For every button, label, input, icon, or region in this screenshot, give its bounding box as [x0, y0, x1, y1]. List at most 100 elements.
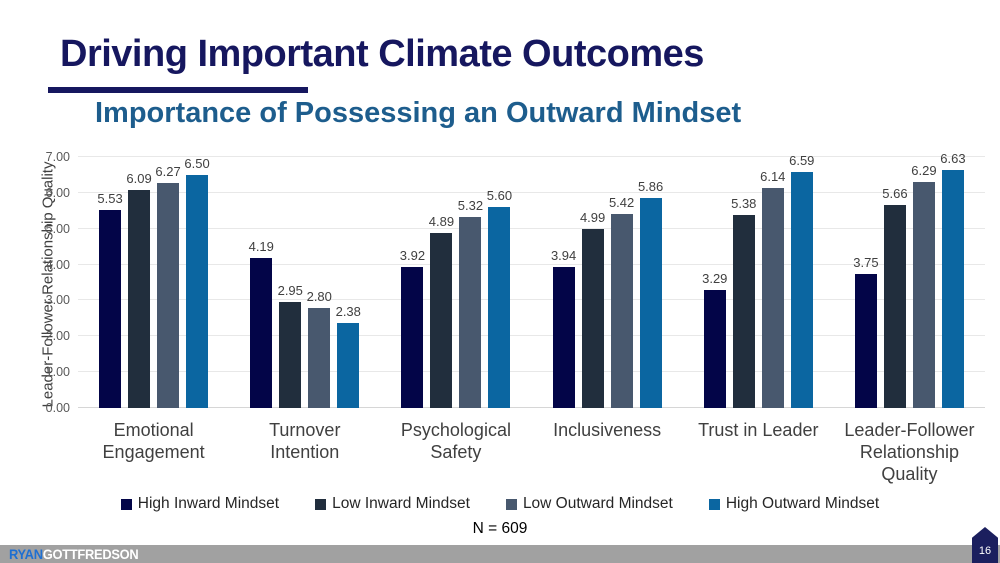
y-tick-label: 1.00	[45, 365, 70, 380]
bar-value-label: 3.29	[702, 271, 728, 287]
bar: 2.80	[307, 289, 332, 408]
legend-item: High Inward Mindset	[120, 495, 280, 513]
sample-size-note: N = 609	[472, 520, 528, 537]
bar-value-label: 2.95	[277, 283, 303, 299]
y-tick-label: 6.00	[45, 185, 70, 200]
gridline	[78, 191, 985, 193]
bar: 4.19	[249, 239, 274, 408]
page-number: 16	[978, 545, 992, 557]
bar-value-label: 6.50	[184, 155, 210, 171]
bar: 5.42	[609, 195, 634, 408]
bar-value-label: 6.29	[911, 163, 937, 179]
bar: 6.59	[789, 153, 814, 408]
slide-subtitle: Importance of Possessing an Outward Mind…	[95, 97, 742, 129]
y-tick-label: 4.00	[45, 257, 70, 272]
legend-label: High Inward Mindset	[137, 495, 280, 512]
bar-group: 3.92 4.89 5.32 5.60	[380, 157, 531, 408]
bar: 3.29	[702, 271, 727, 408]
bar: 6.50	[184, 156, 210, 408]
bar-value-label: 6.14	[760, 168, 786, 184]
gridline	[78, 299, 985, 301]
legend-swatch	[120, 498, 132, 510]
bar: 5.86	[638, 179, 663, 408]
bar-groups: 5.53 6.09 6.27 6.50 4.19 2.95 2.80 2.38 3.92 4.89…	[78, 151, 985, 408]
bar-value-label: 5.66	[882, 186, 908, 202]
legend-swatch	[505, 498, 517, 510]
legend-item: High Outward Mindset	[708, 495, 880, 513]
gridline	[78, 407, 985, 408]
bar-value-label: 2.80	[306, 288, 332, 304]
y-tick-label: 2.00	[45, 329, 70, 344]
bar: 5.32	[458, 198, 483, 408]
bar-value-label: 5.60	[486, 188, 513, 204]
bar: 5.66	[882, 186, 908, 408]
bar: 5.60	[487, 188, 512, 408]
y-tick-label: 5.00	[45, 221, 70, 236]
bar-value-label: 3.94	[550, 247, 577, 263]
bar: 6.09	[126, 171, 152, 408]
bar-value-label: 5.86	[637, 178, 664, 194]
category-label: Psychological Safety	[400, 420, 511, 462]
bar: 6.14	[760, 169, 785, 408]
legend-label: Low Inward Mindset	[332, 495, 470, 512]
bar: 4.99	[580, 210, 605, 408]
bar-group: 3.29 5.38 6.14 6.59	[683, 153, 834, 408]
bar: 6.63	[940, 151, 966, 408]
bar-value-label: 5.42	[608, 194, 635, 210]
y-tick-label: 3.00	[45, 293, 70, 308]
legend-label: High Outward Mindset	[725, 495, 880, 512]
bar-value-label: 6.27	[155, 164, 181, 180]
category-label: Turnover Intention	[269, 420, 341, 462]
bar-value-label: 3.75	[853, 254, 879, 270]
bar: 6.29	[911, 163, 937, 408]
gridline	[78, 227, 985, 229]
legend-item: Low Inward Mindset	[315, 495, 470, 513]
bar-value-label: 4.89	[428, 213, 455, 229]
brand-logo: RYANGOTTFREDSON	[9, 546, 139, 562]
bar-value-label: 2.38	[335, 303, 361, 319]
legend-label: Low Outward Mindset	[522, 495, 673, 512]
chart-legend: High Inward Mindset Low Inward Mindset Low…	[0, 495, 1000, 513]
category-label: Leader-Follower Relationship Quality	[844, 420, 975, 484]
gridline	[78, 263, 985, 265]
logo-second-word: GOTTFREDSON	[42, 546, 139, 562]
bar: 3.92	[400, 248, 425, 408]
bar: 5.38	[731, 196, 756, 408]
bar-group: 3.75 5.66 6.29 6.63	[834, 151, 985, 408]
bar: 3.75	[853, 255, 879, 408]
category-label: Inclusiveness	[553, 420, 662, 440]
plot-area: 0.00 1.00 2.00 3.00 4.00 5.00 6.00 7.00 5.53 6.09…	[46, 150, 985, 415]
gridline	[78, 371, 985, 373]
legend-swatch	[315, 498, 327, 510]
bar-value-label: 6.09	[126, 170, 152, 186]
bar: 5.53	[97, 191, 123, 408]
bar-group: 4.19 2.95 2.80 2.38	[229, 157, 380, 408]
bar: 4.89	[429, 214, 454, 408]
y-axis-title: Leader-Follower Relationship Quality	[39, 161, 57, 408]
category-axis: Emotional Engagement Turnover Intention Ps…	[78, 420, 985, 486]
legend-item: Low Outward Mindset	[505, 495, 673, 513]
bar-value-label: 6.63	[940, 151, 966, 167]
bar-group: 5.53 6.09 6.27 6.50	[78, 156, 229, 408]
bar-value-label: 5.38	[731, 196, 757, 212]
category-label: Trust in Leader	[698, 420, 819, 440]
y-tick-label: 0.00	[45, 401, 70, 415]
bar-value-label: 4.19	[248, 238, 274, 254]
bar: 2.38	[336, 304, 361, 408]
gridline	[78, 156, 985, 157]
legend-swatch	[708, 498, 720, 510]
bar: 6.27	[155, 164, 181, 408]
bar-value-label: 5.32	[457, 198, 484, 214]
y-tick-label: 7.00	[45, 150, 70, 164]
gridline	[78, 335, 985, 337]
logo-first-word: RYAN	[9, 546, 43, 562]
footer-bar	[0, 545, 1000, 563]
bar-value-label: 3.92	[399, 248, 426, 264]
bar-group: 3.94 4.99 5.42 5.86	[532, 157, 683, 408]
slide-title: Driving Important Climate Outcomes	[60, 33, 704, 75]
bar: 2.95	[278, 283, 303, 408]
bar-value-label: 5.53	[97, 190, 123, 206]
title-underline	[48, 87, 308, 93]
category-label: Emotional Engagement	[102, 420, 205, 462]
